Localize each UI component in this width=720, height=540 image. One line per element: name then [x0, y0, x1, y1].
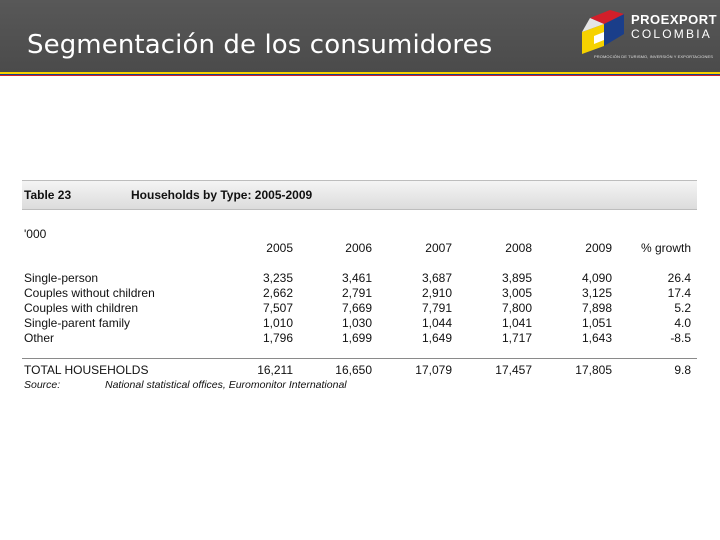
header-stripe-yellow: [0, 72, 720, 74]
row-value-2007: 1,044: [421, 316, 452, 330]
table-source: Source: National statistical offices, Eu…: [22, 379, 697, 393]
table-unit: '000: [24, 227, 47, 241]
total-value-2005: 16,211: [257, 363, 293, 377]
row-value-growth: 4.0: [674, 316, 691, 330]
row-value-2005: 3,235: [262, 271, 293, 285]
row-value-2007: 7,791: [421, 301, 452, 315]
slide-header: Segmentación de los consumidores PROEXPO…: [0, 0, 720, 76]
total-value-2007: 17,079: [415, 363, 452, 377]
table-row: Couples without children 2,662 2,791 2,9…: [22, 286, 697, 301]
row-value-2008: 1,041: [501, 316, 532, 330]
row-label: Single-person: [24, 271, 99, 285]
slide-title: Segmentación de los consumidores: [27, 30, 493, 60]
total-value-growth: 9.8: [674, 363, 691, 377]
row-label: Single-parent family: [24, 316, 131, 330]
column-header-2009: 2009: [585, 241, 612, 255]
households-table: Table 23 Households by Type: 2005-2009 '…: [22, 180, 697, 391]
row-label: Couples without children: [24, 286, 155, 300]
table-row: Other 1,796 1,699 1,649 1,717 1,643 -8.5: [22, 331, 697, 346]
row-value-2006: 7,669: [341, 301, 372, 315]
row-value-2006: 1,699: [341, 331, 372, 345]
source-label: Source:: [24, 379, 61, 391]
table-row: Single-parent family 1,010 1,030 1,044 1…: [22, 316, 697, 331]
row-value-2007: 2,910: [421, 286, 452, 300]
column-header-2006: 2006: [345, 241, 372, 255]
table-row: Couples with children 7,507 7,669 7,791 …: [22, 301, 697, 316]
row-value-2009: 1,051: [581, 316, 612, 330]
row-value-2006: 2,791: [341, 286, 372, 300]
row-value-growth: 26.4: [667, 271, 691, 285]
column-header-row: 2005 2006 2007 2008 2009 % growth: [22, 241, 697, 255]
logo-word-colombia: COLOMBIA: [631, 27, 712, 41]
row-value-2008: 3,005: [501, 286, 532, 300]
column-header-growth: % growth: [640, 241, 691, 255]
row-value-2008: 1,717: [501, 331, 532, 345]
logo-word-proexport: PROEXPORT: [631, 12, 718, 27]
logo-tagline: PROMOCIÓN DE TURISMO, INVERSIÓN Y EXPORT…: [594, 54, 714, 59]
total-value-2008: 17,457: [495, 363, 532, 377]
total-value-2006: 16,650: [335, 363, 372, 377]
row-label: Couples with children: [24, 301, 139, 315]
total-divider: [22, 358, 697, 359]
table-caption: Households by Type: 2005-2009: [131, 188, 313, 202]
row-value-growth: 17.4: [667, 286, 691, 300]
table-number: Table 23: [24, 188, 72, 202]
row-value-2006: 3,461: [341, 271, 372, 285]
row-value-2005: 1,796: [262, 331, 293, 345]
row-value-growth: 5.2: [674, 301, 691, 315]
row-value-2005: 2,662: [262, 286, 293, 300]
row-value-2007: 3,687: [421, 271, 452, 285]
row-value-2009: 7,898: [581, 301, 612, 315]
row-value-2009: 3,125: [581, 286, 612, 300]
table-row: Single-person 3,235 3,461 3,687 3,895 4,…: [22, 271, 697, 286]
row-value-2009: 1,643: [581, 331, 612, 345]
table-title-bar: Table 23 Households by Type: 2005-2009: [22, 180, 697, 210]
row-value-2005: 1,010: [262, 316, 293, 330]
proexport-cube-icon: [582, 10, 624, 54]
header-stripe-blue: [0, 74, 720, 75]
header-stripe-red: [0, 75, 720, 76]
proexport-logo: PROEXPORT COLOMBIA PROMOCIÓN DE TURISMO,…: [580, 10, 717, 66]
row-value-2008: 7,800: [501, 301, 532, 315]
row-value-growth: -8.5: [670, 331, 691, 345]
total-value-2009: 17,805: [575, 363, 612, 377]
column-header-2005: 2005: [266, 241, 293, 255]
row-value-2005: 7,507: [262, 301, 293, 315]
row-label: Other: [24, 331, 55, 345]
row-value-2009: 4,090: [581, 271, 612, 285]
column-header-2007: 2007: [425, 241, 452, 255]
column-header-2008: 2008: [505, 241, 532, 255]
total-label: TOTAL HOUSEHOLDS: [24, 363, 149, 377]
row-value-2008: 3,895: [501, 271, 532, 285]
row-value-2006: 1,030: [341, 316, 372, 330]
row-value-2007: 1,649: [421, 331, 452, 345]
total-row: TOTAL HOUSEHOLDS 16,211 16,650 17,079 17,45…: [22, 363, 697, 378]
source-text: National statistical offices, Euromonito…: [105, 379, 347, 391]
